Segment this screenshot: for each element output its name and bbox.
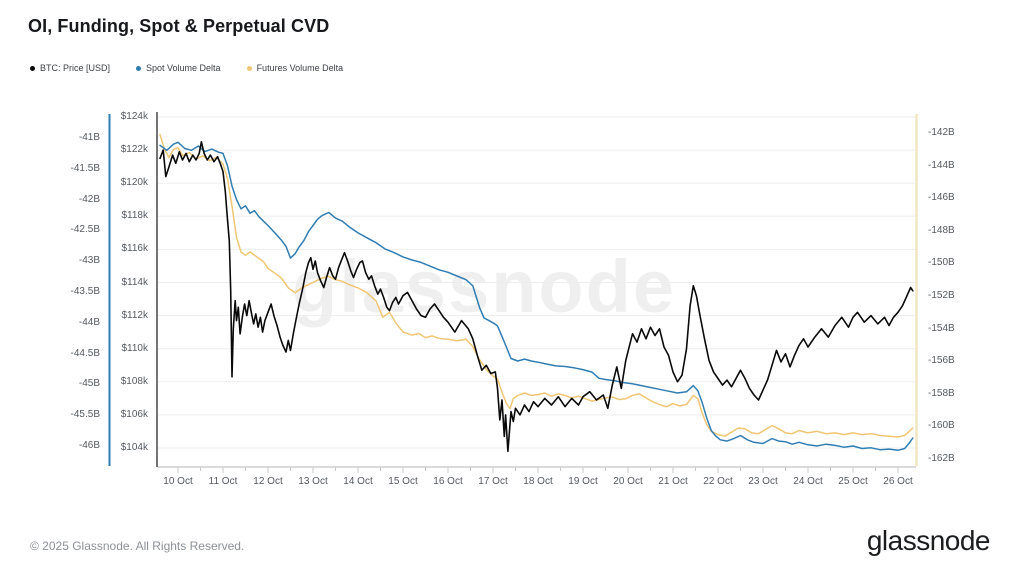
legend-dot-btc-price — [30, 65, 35, 71]
futures-tick-label: -162B — [928, 453, 955, 464]
spot-tick-label: -46B — [78, 440, 100, 451]
legend-item-btc-price[interactable]: BTC: Price [USD] — [30, 63, 110, 73]
price-tick-label: $112k — [121, 309, 148, 321]
x-axis-label: 10 Oct — [163, 476, 193, 487]
series-line-price_usd[interactable] — [159, 141, 914, 453]
price-tick-label: $124k — [120, 111, 148, 122]
futures-tick-label: -146B — [928, 192, 955, 204]
legend-label-futures-volume-delta: Futures Volume Delta — [256, 63, 344, 73]
x-axis-label: 15 Oct — [388, 476, 418, 487]
x-axis-label: 11 Oct — [208, 476, 238, 487]
futures-tick-label: -152B — [928, 290, 955, 301]
x-axis-label: 12 Oct — [253, 476, 283, 487]
futures-tick-label: -158B — [928, 387, 955, 399]
x-axis-label: 23 Oct — [748, 476, 778, 487]
spot-tick-label: -41.5B — [70, 162, 100, 174]
spot-tick-label: -42.5B — [70, 224, 100, 236]
series-line-spot_volume_delta[interactable] — [159, 141, 914, 452]
x-axis-label: 18 Oct — [523, 476, 553, 487]
price-tick-label: $122k — [120, 144, 148, 156]
legend-label-btc-price: BTC: Price [USD] — [40, 63, 111, 73]
x-axis-label: 21 Oct — [658, 476, 688, 487]
price-tick-label: $118k — [121, 210, 148, 222]
legend-item-spot-volume-delta[interactable]: Spot Volume Delta — [136, 63, 221, 73]
glassnode-logo: glassnode — [866, 525, 991, 556]
legend-dot-spot-volume-delta — [136, 65, 142, 71]
page-title: OI, Funding, Spot & Perpetual CVD — [28, 16, 330, 36]
legend-item-futures-volume-delta[interactable]: Futures Volume Delta — [246, 63, 344, 73]
price-tick-label: $108k — [120, 375, 148, 387]
price-tick-label: $114k — [121, 276, 148, 288]
spot-tick-label: -44B — [78, 316, 100, 328]
futures-tick-label: -160B — [928, 420, 955, 432]
x-axis-label: 14 Oct — [343, 476, 373, 487]
futures-tick-label: -142B — [928, 127, 955, 138]
spot-tick-label: -41B — [78, 132, 100, 143]
spot-tick-label: -44.5B — [70, 347, 100, 359]
legend-dot-futures-volume-delta — [246, 65, 252, 71]
series-line-futures_volume_delta[interactable] — [159, 133, 914, 438]
futures-tick-label: -154B — [928, 322, 955, 334]
futures-tick-label: -150B — [928, 257, 955, 269]
x-axis-label: 22 Oct — [703, 476, 733, 487]
x-axis-label: 20 Oct — [613, 476, 643, 487]
price-tick-label: $120k — [120, 177, 148, 189]
chart-legend: BTC: Price [USD] Spot Volume Delta Futur… — [30, 63, 343, 73]
x-axis-label: 13 Oct — [298, 476, 328, 487]
x-axis-label: 16 Oct — [433, 476, 463, 487]
spot-tick-label: -45.5B — [70, 409, 100, 421]
x-axis-label: 25 Oct — [838, 476, 868, 487]
spot-tick-label: -43B — [78, 255, 100, 267]
x-axis-label: 26 Oct — [883, 476, 913, 487]
x-axis-label: 24 Oct — [793, 476, 823, 487]
price-tick-label: $116k — [121, 243, 148, 255]
x-axis-label: 19 Oct — [568, 476, 598, 487]
spot-tick-label: -43.5B — [70, 286, 100, 297]
futures-tick-label: -144B — [928, 159, 955, 171]
spot-tick-label: -45B — [78, 378, 100, 390]
x-axis-label: 17 Oct — [478, 476, 508, 487]
price-tick-label: $110k — [121, 342, 148, 354]
copyright-text: © 2025 Glassnode. All Rights Reserved. — [30, 539, 245, 553]
futures-tick-label: -148B — [928, 224, 955, 236]
price-tick-label: $106k — [120, 408, 148, 420]
spot-tick-label: -42B — [78, 193, 100, 205]
price-tick-label: $104k — [120, 442, 148, 453]
legend-label-spot-volume-delta: Spot Volume Delta — [146, 63, 221, 73]
futures-tick-label: -156B — [928, 355, 955, 367]
